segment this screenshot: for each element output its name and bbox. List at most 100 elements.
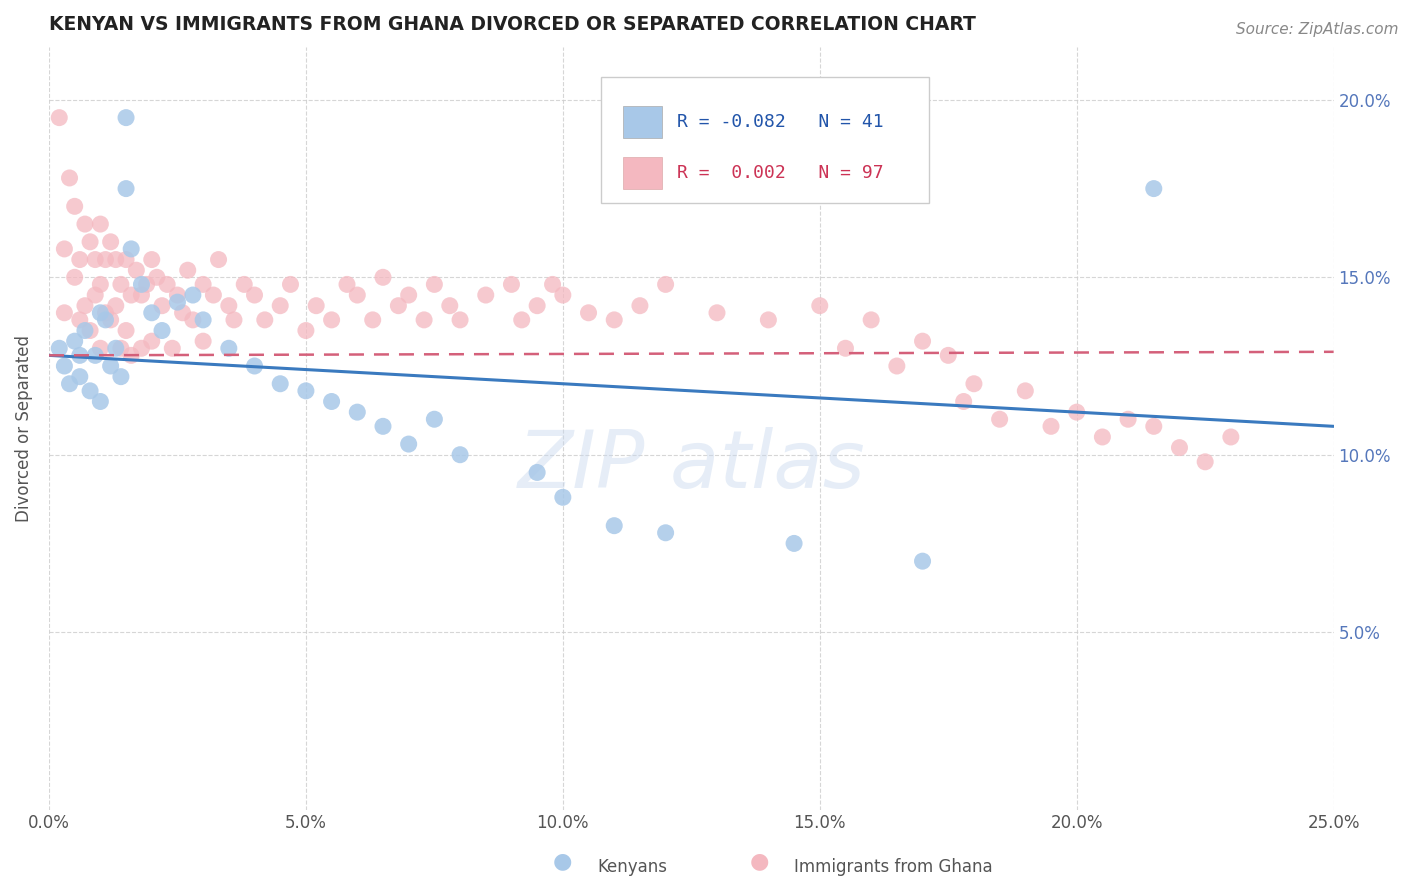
Point: [191, 334, 214, 348]
FancyBboxPatch shape: [623, 157, 662, 189]
Point: [207, 252, 229, 267]
Point: [166, 295, 188, 310]
Point: [181, 313, 204, 327]
Point: [1143, 419, 1166, 434]
Point: [269, 299, 291, 313]
Point: [94, 306, 117, 320]
Point: [115, 324, 138, 338]
Point: [58, 170, 80, 185]
Point: [321, 313, 343, 327]
FancyBboxPatch shape: [623, 106, 662, 138]
Point: [1116, 412, 1139, 426]
Point: [526, 299, 548, 313]
Point: [834, 341, 856, 355]
Point: [305, 299, 328, 313]
Point: [243, 288, 266, 302]
Point: [551, 491, 574, 505]
Point: [177, 263, 200, 277]
Point: [69, 348, 91, 362]
Point: [89, 394, 111, 409]
Point: [654, 525, 676, 540]
Point: [63, 270, 86, 285]
Point: [146, 270, 169, 285]
Point: [69, 313, 91, 327]
Point: [295, 384, 318, 398]
Point: [371, 419, 394, 434]
Point: [988, 412, 1011, 426]
Point: [1066, 405, 1088, 419]
Point: [53, 242, 76, 256]
Point: [439, 299, 461, 313]
Point: [84, 348, 107, 362]
Point: [952, 394, 974, 409]
Text: R = -0.082   N = 41: R = -0.082 N = 41: [678, 113, 884, 131]
Text: ●: ●: [553, 851, 572, 871]
Point: [104, 299, 127, 313]
Y-axis label: Divorced or Separated: Divorced or Separated: [15, 334, 32, 522]
Point: [963, 376, 986, 391]
Point: [706, 306, 728, 320]
Point: [449, 313, 471, 327]
Point: [79, 235, 101, 249]
Point: [104, 252, 127, 267]
Point: [1014, 384, 1036, 398]
Point: [783, 536, 806, 550]
Point: [162, 341, 184, 355]
Point: [131, 288, 153, 302]
Text: Kenyans: Kenyans: [598, 858, 668, 876]
Point: [191, 313, 214, 327]
Point: [387, 299, 409, 313]
Point: [1219, 430, 1241, 444]
Point: [131, 277, 153, 292]
Point: [150, 299, 173, 313]
Point: [135, 277, 157, 292]
Point: [69, 369, 91, 384]
Point: [628, 299, 651, 313]
Text: R =  0.002   N = 97: R = 0.002 N = 97: [678, 164, 884, 182]
Point: [125, 263, 148, 277]
Point: [911, 334, 934, 348]
Point: [551, 288, 574, 302]
Point: [141, 306, 163, 320]
Point: [541, 277, 564, 292]
Point: [110, 341, 132, 355]
Point: [202, 288, 225, 302]
Point: [73, 299, 96, 313]
Point: [89, 277, 111, 292]
Point: [156, 277, 179, 292]
Point: [603, 313, 626, 327]
Point: [413, 313, 436, 327]
Point: [510, 313, 533, 327]
Point: [1143, 181, 1166, 195]
Point: [808, 299, 831, 313]
Point: [94, 313, 117, 327]
Point: [346, 405, 368, 419]
FancyBboxPatch shape: [602, 78, 929, 203]
Point: [84, 252, 107, 267]
Point: [654, 277, 676, 292]
Point: [89, 306, 111, 320]
Point: [398, 288, 420, 302]
Point: [449, 448, 471, 462]
Point: [191, 277, 214, 292]
Point: [1091, 430, 1114, 444]
Point: [526, 466, 548, 480]
Point: [474, 288, 496, 302]
Point: [100, 359, 122, 373]
Point: [100, 235, 122, 249]
Point: [280, 277, 302, 292]
Point: [1040, 419, 1063, 434]
Point: [218, 341, 240, 355]
Point: [141, 334, 163, 348]
Point: [58, 376, 80, 391]
Point: [269, 376, 291, 391]
Point: [181, 288, 204, 302]
Point: [398, 437, 420, 451]
Point: [131, 341, 153, 355]
Point: [501, 277, 523, 292]
Point: [233, 277, 256, 292]
Point: [120, 242, 142, 256]
Point: [100, 313, 122, 327]
Text: Immigrants from Ghana: Immigrants from Ghana: [794, 858, 993, 876]
Text: Source: ZipAtlas.com: Source: ZipAtlas.com: [1236, 22, 1399, 37]
